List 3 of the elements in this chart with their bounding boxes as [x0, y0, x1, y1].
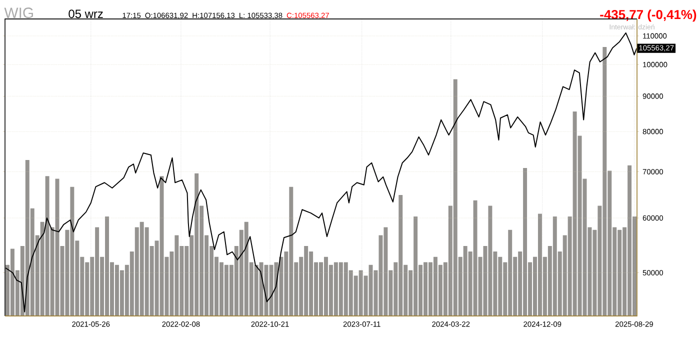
chart-title: WIG [4, 8, 33, 18]
annotation: -435,77 (-0,41%) [600, 10, 696, 22]
chart-subtitle: 05 wrz [68, 10, 103, 18]
